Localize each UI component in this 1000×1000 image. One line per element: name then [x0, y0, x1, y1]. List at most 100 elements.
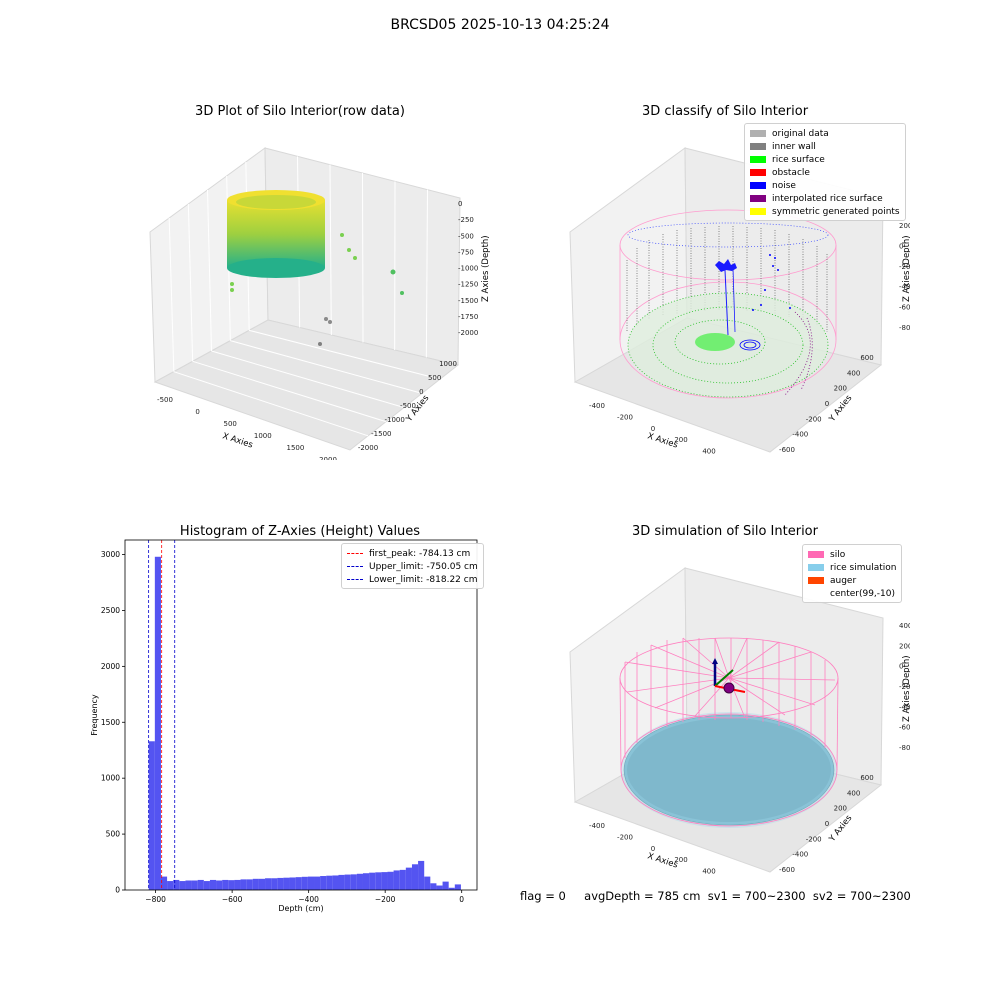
raw-z-tick: 0 [458, 200, 462, 208]
raw-y-tick: 1000 [439, 360, 457, 368]
histogram-bar [216, 880, 223, 890]
classify-legend-swatch [750, 169, 766, 176]
classify-x-tick: 200 [674, 436, 687, 444]
histogram-legend-item: first_peak: -784.13 cm [347, 547, 478, 560]
simulation-x-tick: 600 [730, 879, 743, 880]
classify-legend-swatch [750, 195, 766, 202]
simulation-y-tick: 600 [860, 774, 873, 782]
histogram-legend-swatch [347, 553, 363, 554]
classify-legend-label: interpolated rice surface [772, 193, 883, 204]
raw-y-tick: -1500 [371, 430, 391, 438]
simulation-y-tick: 0 [825, 820, 829, 828]
simulation-rice-surface [621, 712, 837, 828]
classify-legend-item: obstacle [750, 166, 900, 179]
histogram-bar [381, 872, 388, 890]
raw-plot-title: 3D Plot of Silo Interior(row data) [195, 104, 405, 119]
raw-points [227, 190, 404, 346]
histogram-bar [399, 869, 406, 890]
histogram-legend-swatch [347, 579, 363, 580]
simulation-x-label: X Axies [646, 851, 679, 870]
raw-y-tick: -500 [400, 402, 416, 410]
histogram-y-tick-label: 500 [106, 830, 121, 839]
histogram-bar [222, 879, 229, 890]
raw-y-tick: 0 [419, 388, 423, 396]
raw-x-tick: 0 [195, 408, 199, 416]
histogram-y-ticks: 0 500 1000 1500 2000 2500 3000 [101, 550, 125, 895]
histogram-bar [314, 876, 321, 890]
classify-legend-label: original data [772, 128, 829, 139]
raw-y-tick: -2000 [358, 444, 378, 452]
histogram-bar [405, 867, 412, 890]
status-footer: flag = 0 avgDepth = 785 cm sv1 = 700~230… [520, 889, 911, 903]
histogram-bar [277, 877, 284, 890]
classify-legend-swatch [750, 130, 766, 137]
classify-legend-label: symmetric generated points [772, 206, 900, 217]
histogram-bar [191, 880, 198, 890]
histogram-bar [258, 878, 266, 890]
histogram-bar [338, 874, 345, 890]
flag-text: flag = 0 [520, 889, 566, 903]
classify-legend-swatch [750, 208, 766, 215]
classify-z-tick: 0 [899, 242, 903, 250]
raw-z-tick: -250 [458, 216, 474, 224]
classify-legend-item: inner wall [750, 140, 900, 153]
simulation-tick-labels: -400-2000200400600-600-400-2000200400600… [589, 622, 910, 880]
simulation-legend-swatch [808, 564, 824, 571]
raw-z-tick: -1500 [458, 297, 478, 305]
histogram-bar [148, 741, 155, 890]
simulation-center-marker [712, 658, 746, 694]
raw-z-tick: -1750 [458, 313, 478, 321]
classify-legend-swatch [750, 182, 766, 189]
simulation-y-tick: -600 [779, 866, 795, 874]
histogram-bar [265, 878, 272, 890]
classify-legend-swatch [750, 156, 766, 163]
classify-y-tick: 200 [834, 385, 847, 393]
simulation-z-tick: 400 [899, 622, 910, 630]
classify-y-tick: 600 [860, 354, 873, 362]
histogram-x-ticks: −800 −600 −400 −200 0 [145, 890, 464, 904]
simulation-silo-wireframe [619, 637, 839, 827]
raw-x-tick: 500 [224, 420, 237, 428]
histogram-bar [209, 879, 217, 890]
raw-x-tick: -500 [157, 396, 173, 404]
histogram-bar [369, 872, 376, 890]
histogram-y-tick-label: 3000 [101, 550, 120, 559]
histogram-legend-swatch [347, 566, 363, 567]
simulation-3d-plot: -400-2000200400600-600-400-2000200400600… [569, 567, 910, 880]
histogram-y-tick-label: 0 [115, 886, 120, 895]
histogram-bar [197, 879, 204, 890]
figure-title: BRCSD05 2025-10-13 04:25:24 [390, 17, 610, 33]
classify-plot-title: 3D classify of Silo Interior [641, 104, 809, 119]
classify-x-label: X Axies [646, 431, 679, 450]
classify-legend-label: inner wall [772, 141, 816, 152]
simulation-x-tick: 400 [702, 868, 715, 876]
histogram-x-tick-label: 0 [459, 895, 464, 904]
simulation-legend-swatch [808, 590, 824, 597]
histogram-bar [448, 887, 455, 890]
histogram-bar [173, 879, 180, 890]
classify-legend-label: obstacle [772, 167, 810, 178]
histogram-y-tick-label: 2000 [101, 662, 120, 671]
classify-3d-plot: -400-2000200400600-600-400-2000200400600… [569, 147, 910, 460]
histogram-bar [436, 885, 443, 890]
classify-legend-swatch [750, 143, 766, 150]
classify-z-tick: -600 [899, 304, 910, 312]
simulation-x-tick: 0 [651, 845, 655, 853]
simulation-legend-label: rice simulation [830, 562, 897, 573]
classify-z-tick: -800 [899, 324, 910, 332]
histogram-bar [332, 875, 339, 890]
classify-legend-item: symmetric generated points [750, 205, 900, 218]
histogram-y-label: Frequency [90, 694, 99, 736]
raw-tick-labels: -5000500100015002000-2000-1500-1000-5000… [157, 200, 478, 460]
histogram-bar [387, 871, 394, 890]
histogram-bar [179, 881, 186, 890]
histogram-bar [320, 876, 327, 890]
histogram-bars [148, 556, 461, 890]
classify-x-tick: -200 [617, 413, 633, 421]
classify-legend-item: noise [750, 179, 900, 192]
simulation-y-tick: 200 [834, 805, 847, 813]
histogram-bar [301, 876, 308, 890]
histogram-bar [289, 877, 296, 890]
classify-tick-labels: -400-2000200400600-600-400-2000200400600… [589, 222, 910, 460]
histogram-bar [295, 877, 302, 890]
